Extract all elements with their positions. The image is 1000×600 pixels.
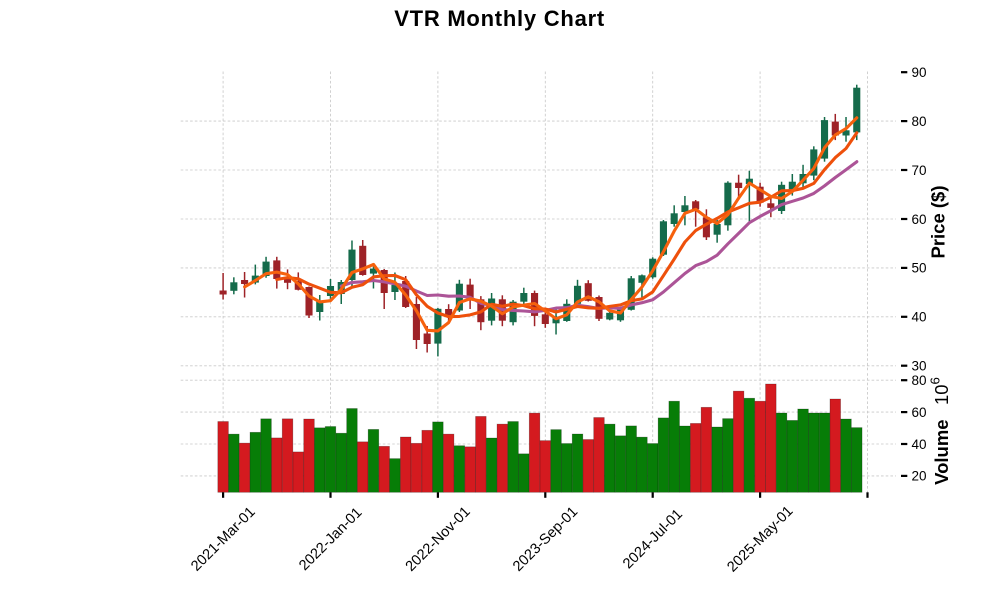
- svg-text:60: 60: [912, 405, 927, 420]
- svg-text:30: 30: [912, 359, 927, 374]
- svg-text:40: 40: [912, 437, 927, 452]
- svg-text:80: 80: [912, 114, 927, 129]
- svg-text:VTR Monthly Chart: VTR Monthly Chart: [394, 6, 605, 31]
- svg-text:50: 50: [912, 261, 927, 276]
- svg-text:Volume 106: Volume 106: [928, 377, 953, 485]
- svg-text:80: 80: [912, 373, 927, 388]
- svg-text:90: 90: [912, 65, 927, 80]
- svg-text:20: 20: [912, 469, 927, 484]
- svg-text:70: 70: [912, 163, 927, 178]
- svg-text:60: 60: [912, 212, 927, 227]
- svg-text:Price ($): Price ($): [928, 185, 949, 258]
- svg-text:40: 40: [912, 310, 927, 325]
